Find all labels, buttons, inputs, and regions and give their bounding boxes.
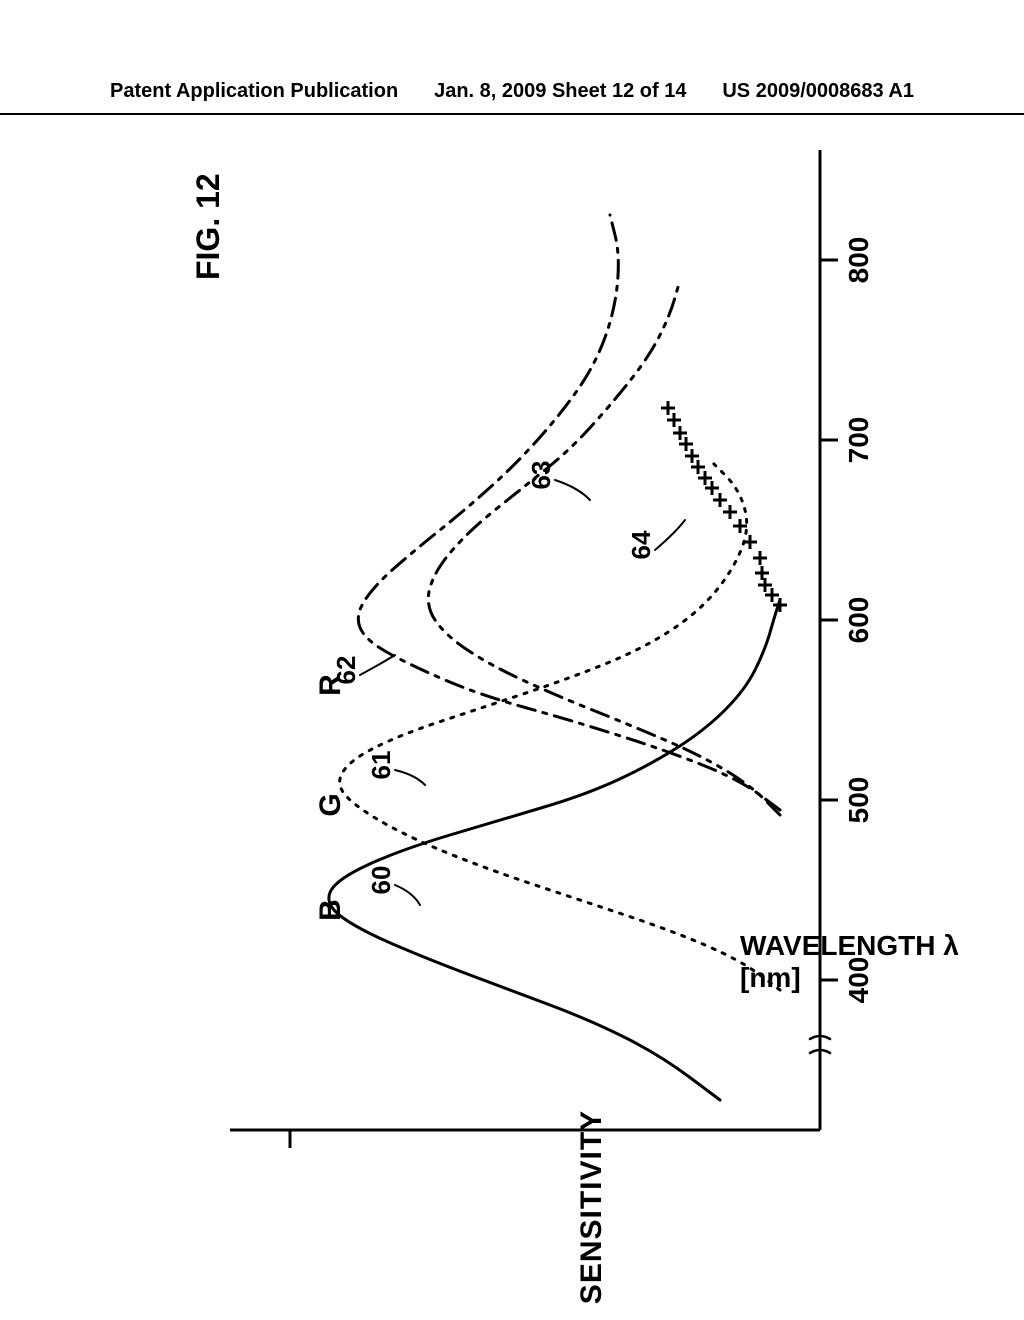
figure-12: 400500600700800BGR6061626364 FIG. 12 SEN… (60, 150, 960, 1250)
svg-text:61: 61 (366, 751, 396, 780)
chart-svg: 400500600700800BGR6061626364 (60, 150, 960, 1250)
svg-text:600: 600 (843, 597, 874, 644)
svg-text:60: 60 (366, 866, 396, 895)
header-center: Jan. 8, 2009 Sheet 12 of 14 (434, 80, 686, 103)
svg-text:G: G (314, 793, 347, 816)
figure-label: FIG. 12 (190, 173, 227, 280)
svg-text:800: 800 (843, 237, 874, 284)
page-header: Patent Application Publication Jan. 8, 2… (0, 80, 1024, 115)
y-axis-label: WAVELENGTH λ [nm] (740, 930, 960, 994)
x-axis-label: SENSITIVITY (575, 1110, 609, 1304)
svg-text:500: 500 (843, 777, 874, 824)
header-left: Patent Application Publication (110, 80, 398, 103)
svg-text:64: 64 (626, 530, 656, 559)
svg-text:700: 700 (843, 417, 874, 464)
header-right: US 2009/0008683 A1 (722, 80, 914, 103)
svg-text:62: 62 (331, 656, 361, 685)
